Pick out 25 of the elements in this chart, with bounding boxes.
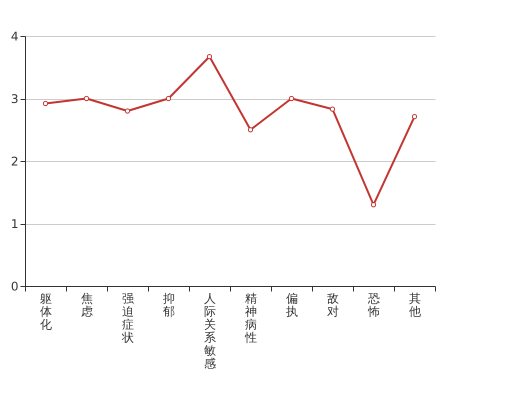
- x-tick-label: 躯体化: [40, 292, 52, 332]
- y-tick-label: 0: [10, 280, 18, 294]
- point: [166, 96, 172, 102]
- point: [42, 100, 48, 106]
- x-tick-label: 精神病性: [244, 292, 257, 344]
- x-tick-label: 其他: [409, 292, 421, 318]
- y-tick-label: 4: [10, 30, 18, 44]
- y-tick-label: 1: [10, 217, 18, 231]
- x-tick-label: 焦虑: [81, 292, 93, 318]
- x-tick-label: 强迫症状: [121, 292, 134, 344]
- point: [84, 96, 90, 102]
- y-tick-label: 2: [10, 154, 18, 168]
- point: [206, 54, 212, 60]
- y-tick-label: 3: [10, 92, 18, 106]
- x-tick-label: 偏执: [286, 292, 298, 318]
- point: [412, 114, 418, 120]
- point: [288, 96, 294, 102]
- x-tick-label: 人际关系敏感: [204, 292, 216, 370]
- x-tick-label: 敌对: [327, 292, 339, 318]
- x-tick-label: 抑郁: [163, 292, 175, 318]
- point: [248, 127, 254, 132]
- point: [330, 106, 336, 112]
- point: [124, 108, 130, 114]
- x-tick-label: 恐怖: [367, 292, 380, 318]
- point: [370, 202, 376, 208]
